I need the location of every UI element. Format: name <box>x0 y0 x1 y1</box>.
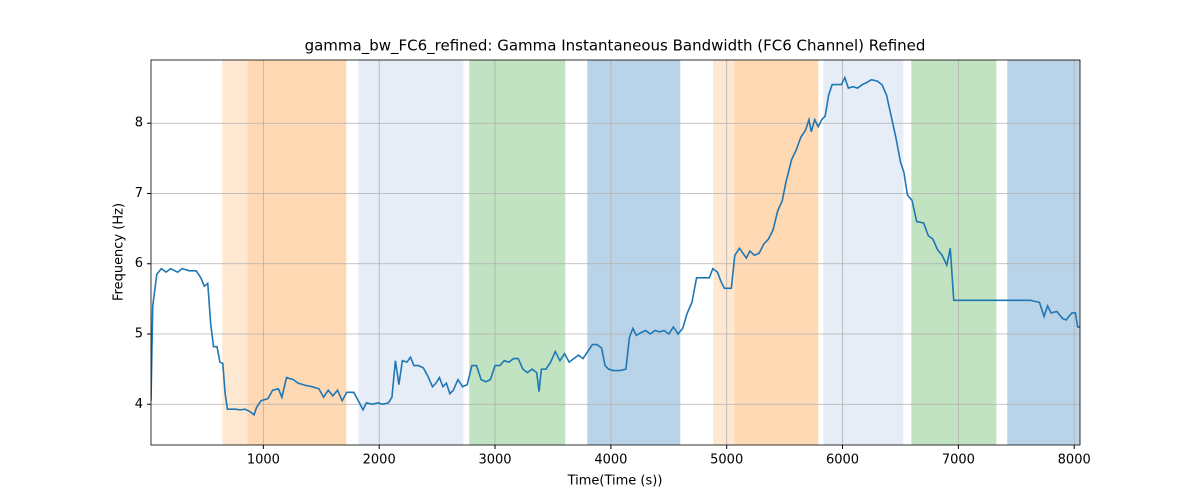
x-axis-label: Time(Time (s)) <box>567 474 663 489</box>
x-tick-label: 7000 <box>942 453 975 468</box>
span <box>469 60 566 445</box>
x-tick-label: 2000 <box>363 453 396 468</box>
x-tick-label: 5000 <box>710 453 743 468</box>
span <box>358 60 464 445</box>
span <box>587 60 681 445</box>
x-tick-label: 3000 <box>478 453 511 468</box>
x-tick-label: 1000 <box>247 453 280 468</box>
span <box>1007 60 1080 445</box>
span <box>713 60 735 445</box>
span <box>247 60 347 445</box>
span <box>734 60 819 445</box>
y-tick-label: 6 <box>135 256 143 271</box>
x-tick-label: 4000 <box>594 453 627 468</box>
y-tick-label: 4 <box>135 397 143 412</box>
span <box>823 60 904 445</box>
span <box>911 60 997 445</box>
x-tick-label: 8000 <box>1058 453 1091 468</box>
y-axis-label: Frequency (Hz) <box>112 203 127 301</box>
x-tick-label: 6000 <box>826 453 859 468</box>
y-tick-label: 5 <box>135 326 143 341</box>
plot-frame <box>150 59 1081 446</box>
y-tick-label: 8 <box>135 116 143 131</box>
chart-title: gamma_bw_FC6_refined: Gamma Instantaneou… <box>305 37 926 56</box>
y-tick-label: 7 <box>135 186 143 201</box>
span <box>222 60 248 445</box>
line-series <box>151 75 1080 417</box>
